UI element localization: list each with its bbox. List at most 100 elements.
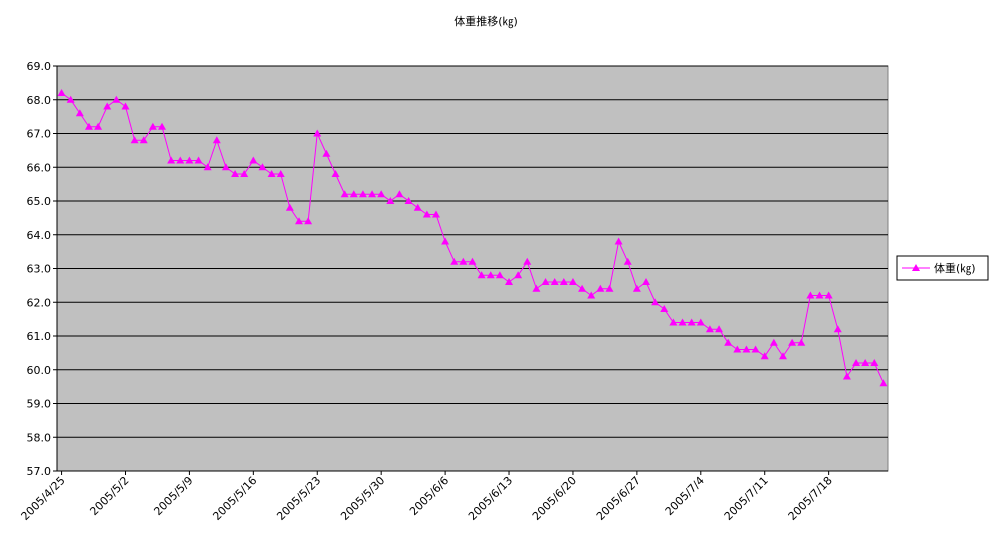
point-marker: [870, 359, 879, 366]
point-marker: [596, 284, 605, 292]
point-marker: [148, 122, 157, 130]
point-marker: [742, 345, 751, 353]
point-marker: [304, 217, 313, 225]
x-tick-label: 2005/6/27: [594, 474, 643, 523]
point-marker: [815, 291, 824, 299]
point-marker: [879, 379, 888, 387]
point-marker: [258, 163, 267, 171]
point-marker: [121, 102, 130, 110]
point-marker: [495, 271, 504, 279]
point-marker: [386, 197, 395, 204]
point-marker: [75, 109, 84, 117]
point-marker: [724, 338, 733, 346]
point-marker: [404, 197, 413, 204]
point-marker: [167, 156, 176, 164]
point-marker: [468, 257, 477, 265]
point-marker: [715, 325, 724, 333]
point-marker: [240, 170, 249, 177]
x-tick-label: 2005/6/13: [466, 474, 515, 523]
y-tick-label: 62.0: [27, 296, 52, 309]
point-marker: [660, 305, 669, 312]
point-marker: [185, 156, 194, 164]
point-marker: [523, 257, 532, 265]
x-tick-label: 2005/5/23: [274, 474, 323, 523]
x-tick-label: 2005/4/25: [19, 474, 68, 523]
x-tick-label: 2005/5/2: [87, 474, 131, 518]
point-marker: [377, 190, 386, 198]
point-marker: [130, 136, 139, 144]
point-marker: [294, 217, 303, 225]
point-marker: [733, 345, 742, 353]
point-marker: [505, 278, 514, 285]
point-marker: [267, 170, 276, 177]
point-marker: [559, 278, 568, 285]
x-tick-label: 2005/7/11: [722, 474, 771, 523]
point-marker: [441, 237, 450, 245]
y-tick-label: 67.0: [27, 128, 52, 141]
point-marker: [285, 203, 294, 211]
legend-label: 体重(㎏): [934, 261, 976, 275]
point-marker: [486, 271, 495, 279]
y-tick-label: 58.0: [27, 431, 52, 444]
point-marker: [459, 257, 468, 265]
point-marker: [532, 284, 541, 292]
point-marker: [760, 352, 769, 360]
y-tick-label: 64.0: [27, 229, 52, 242]
point-marker: [568, 278, 577, 285]
point-marker: [358, 190, 367, 198]
point-marker: [212, 136, 221, 144]
point-marker: [578, 284, 587, 292]
point-marker: [413, 203, 422, 211]
point-marker: [705, 325, 714, 333]
point-marker: [632, 284, 641, 292]
point-marker: [84, 122, 93, 130]
point-marker: [477, 271, 486, 279]
point-marker: [94, 122, 103, 130]
point-marker: [687, 318, 696, 326]
point-marker: [833, 325, 842, 333]
point-marker: [696, 318, 705, 326]
point-marker: [331, 170, 340, 177]
x-tick-label: 2005/5/30: [338, 474, 387, 523]
y-tick-label: 68.0: [27, 94, 52, 107]
point-marker: [587, 291, 596, 299]
point-marker: [778, 352, 787, 360]
point-marker: [541, 278, 550, 285]
point-marker: [139, 136, 148, 144]
y-tick-label: 60.0: [27, 364, 52, 377]
point-marker: [806, 291, 815, 299]
point-marker: [221, 163, 230, 171]
y-tick-label: 59.0: [27, 398, 52, 411]
y-tick-label: 63.0: [27, 263, 52, 276]
point-marker: [313, 129, 322, 137]
y-tick-label: 69.0: [27, 60, 52, 73]
point-marker: [322, 149, 331, 157]
x-tick-label: 2005/6/6: [407, 474, 451, 518]
point-marker: [514, 271, 523, 279]
point-marker: [395, 190, 404, 198]
point-marker: [852, 359, 861, 366]
point-marker: [194, 156, 203, 164]
point-marker: [842, 372, 851, 380]
point-marker: [861, 359, 870, 366]
point-marker: [431, 210, 440, 218]
point-marker: [678, 318, 687, 326]
x-tick-label: 2005/7/4: [663, 474, 707, 518]
point-marker: [276, 170, 285, 177]
point-marker: [231, 170, 240, 177]
point-marker: [349, 190, 358, 198]
x-tick-label: 2005/7/18: [786, 474, 835, 523]
x-tick-label: 2005/5/9: [151, 474, 195, 518]
legend-marker: [912, 264, 920, 271]
chart-title: 体重推移(㎏): [454, 14, 518, 28]
point-marker: [422, 210, 431, 218]
y-tick-label: 66.0: [27, 161, 52, 174]
y-tick-label: 57.0: [27, 465, 52, 478]
point-marker: [112, 95, 121, 103]
point-marker: [642, 278, 651, 285]
point-marker: [176, 156, 185, 164]
point-marker: [751, 345, 760, 353]
point-marker: [66, 95, 75, 103]
point-marker: [623, 257, 632, 265]
